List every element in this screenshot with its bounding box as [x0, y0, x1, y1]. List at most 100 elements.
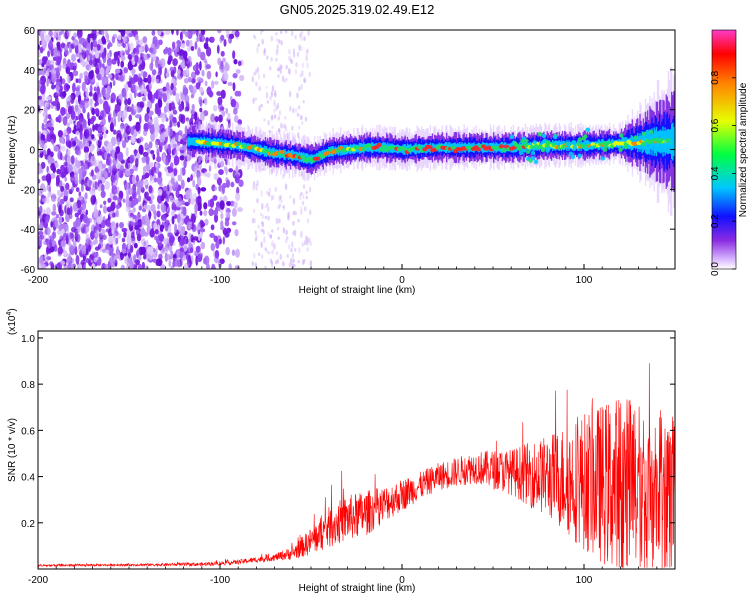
spectrogram-cell	[210, 36, 215, 43]
spectrogram-cell	[60, 185, 64, 192]
spectrogram-cell	[47, 122, 53, 128]
spectrogram-cell	[279, 67, 282, 74]
spectrogram-cell	[164, 223, 169, 232]
spectrogram-cell	[79, 72, 83, 80]
spectrogram-cell	[47, 175, 51, 186]
spectrogram-cell	[301, 200, 305, 206]
spectrogram-cell	[59, 235, 64, 242]
spectrogram-cell	[99, 44, 104, 55]
spectrogram-cell	[40, 161, 46, 169]
spectrogram-cell	[257, 73, 260, 80]
spectrogram-cell	[180, 226, 185, 237]
spectrogram-cell	[219, 200, 225, 210]
spectrogram-cell	[63, 133, 66, 138]
spectrogram-cell	[307, 30, 310, 36]
spectrogram-cell	[294, 68, 298, 75]
spectrogram-cell	[38, 95, 42, 100]
spectrogram-cell	[72, 140, 76, 147]
spectrogram-cell	[39, 234, 45, 240]
spectrogram-cell	[176, 201, 181, 208]
spectrogram-cell	[155, 258, 161, 266]
spectrogram-cell	[60, 107, 66, 116]
spectrogram-cell	[161, 111, 167, 117]
spectrogram-cell	[191, 114, 195, 120]
spectrogram-cell	[80, 213, 85, 220]
spectrogram-cell	[199, 61, 202, 71]
spectrogram-cell	[138, 205, 142, 211]
spectrogram-cell	[181, 200, 185, 206]
spectrogram-cell	[108, 113, 112, 121]
spectrogram-cell	[108, 236, 113, 245]
spectrogram-cell	[291, 59, 294, 65]
spectrogram-cell	[44, 215, 50, 224]
spectrogram-cell	[192, 179, 196, 188]
spectrogram-cell	[190, 109, 196, 117]
spectrogram-cell	[194, 203, 198, 213]
spectrogram-cell	[225, 30, 230, 35]
spectrogram-cell	[212, 104, 218, 112]
spectrogram-cell	[89, 84, 93, 94]
spectrogram-cell	[172, 181, 176, 189]
spectrogram-cell	[75, 148, 81, 155]
spectrogram-cell	[300, 34, 303, 42]
spectrogram-cell	[145, 155, 150, 165]
spectrogram-cell	[300, 45, 303, 52]
spectrogram-cell	[277, 205, 280, 210]
spectrogram-cell	[236, 186, 240, 196]
spectrogram-cell	[167, 127, 173, 138]
spectrogram-cell	[113, 238, 117, 242]
spectrogram-cell	[220, 60, 224, 70]
spectrogram-cell	[135, 157, 139, 168]
spectrogram-cell	[199, 99, 203, 107]
spectrogram-cell	[49, 39, 53, 47]
spectrogram-cell	[267, 192, 271, 197]
spectrogram-cell	[57, 130, 63, 138]
spectrogram-cell	[50, 162, 56, 171]
spectrogram-cell	[225, 107, 229, 115]
spectrogram-cell	[95, 50, 100, 59]
spectrogram-cell	[226, 201, 232, 206]
spectrogram-cell	[97, 96, 102, 104]
spectrogram-cell	[168, 168, 172, 173]
spectrogram-cell	[168, 224, 172, 233]
spectrogram-cell	[186, 221, 192, 230]
spectrogram-cell	[225, 212, 231, 218]
spectrogram-cell	[230, 181, 235, 188]
spectrogram-cell	[199, 228, 206, 233]
spectrogram-cell	[108, 165, 113, 171]
spectrogram-cell	[220, 50, 225, 57]
spectrogram-cell	[215, 71, 218, 78]
spectrogram-cell	[217, 96, 223, 106]
spectrogram-cell	[49, 239, 53, 249]
spectrogram-cell	[75, 217, 81, 227]
spectrogram-cell	[91, 32, 97, 41]
spectrogram-cell	[132, 207, 136, 213]
spectrogram-cell	[285, 229, 288, 235]
spectrogram-cell	[273, 243, 276, 250]
spectrogram-cell	[164, 166, 169, 172]
spectrogram-cell	[94, 92, 98, 102]
spectrogram-cell	[175, 94, 180, 103]
spectrogram-cell	[73, 137, 77, 142]
spectrogram-cell	[289, 195, 292, 199]
spectrogram-cell	[291, 241, 294, 249]
spectrogram-cell	[144, 214, 148, 222]
spectrogram-cell	[77, 209, 82, 215]
spectrogram-cell	[96, 171, 101, 181]
spectrogram-cell	[46, 165, 49, 174]
spectrogram-cell	[107, 197, 112, 203]
spectrogram-cell	[212, 210, 218, 215]
spectrogram-cell	[300, 83, 303, 90]
spectrogram-cell	[51, 211, 57, 216]
spectrogram-cell	[276, 226, 280, 231]
spectrogram-cell	[105, 228, 111, 233]
spectrogram-cell	[80, 143, 84, 150]
spectrogram-cell	[85, 209, 88, 216]
spectrogram-cell	[72, 164, 77, 172]
spectrogram-cell	[302, 261, 305, 265]
spectrogram-cell	[201, 69, 205, 77]
spectrogram-cell	[55, 69, 60, 78]
spectrogram-cell	[147, 90, 153, 101]
spectrogram-cell	[252, 180, 256, 187]
spectrogram-cell	[274, 186, 277, 192]
